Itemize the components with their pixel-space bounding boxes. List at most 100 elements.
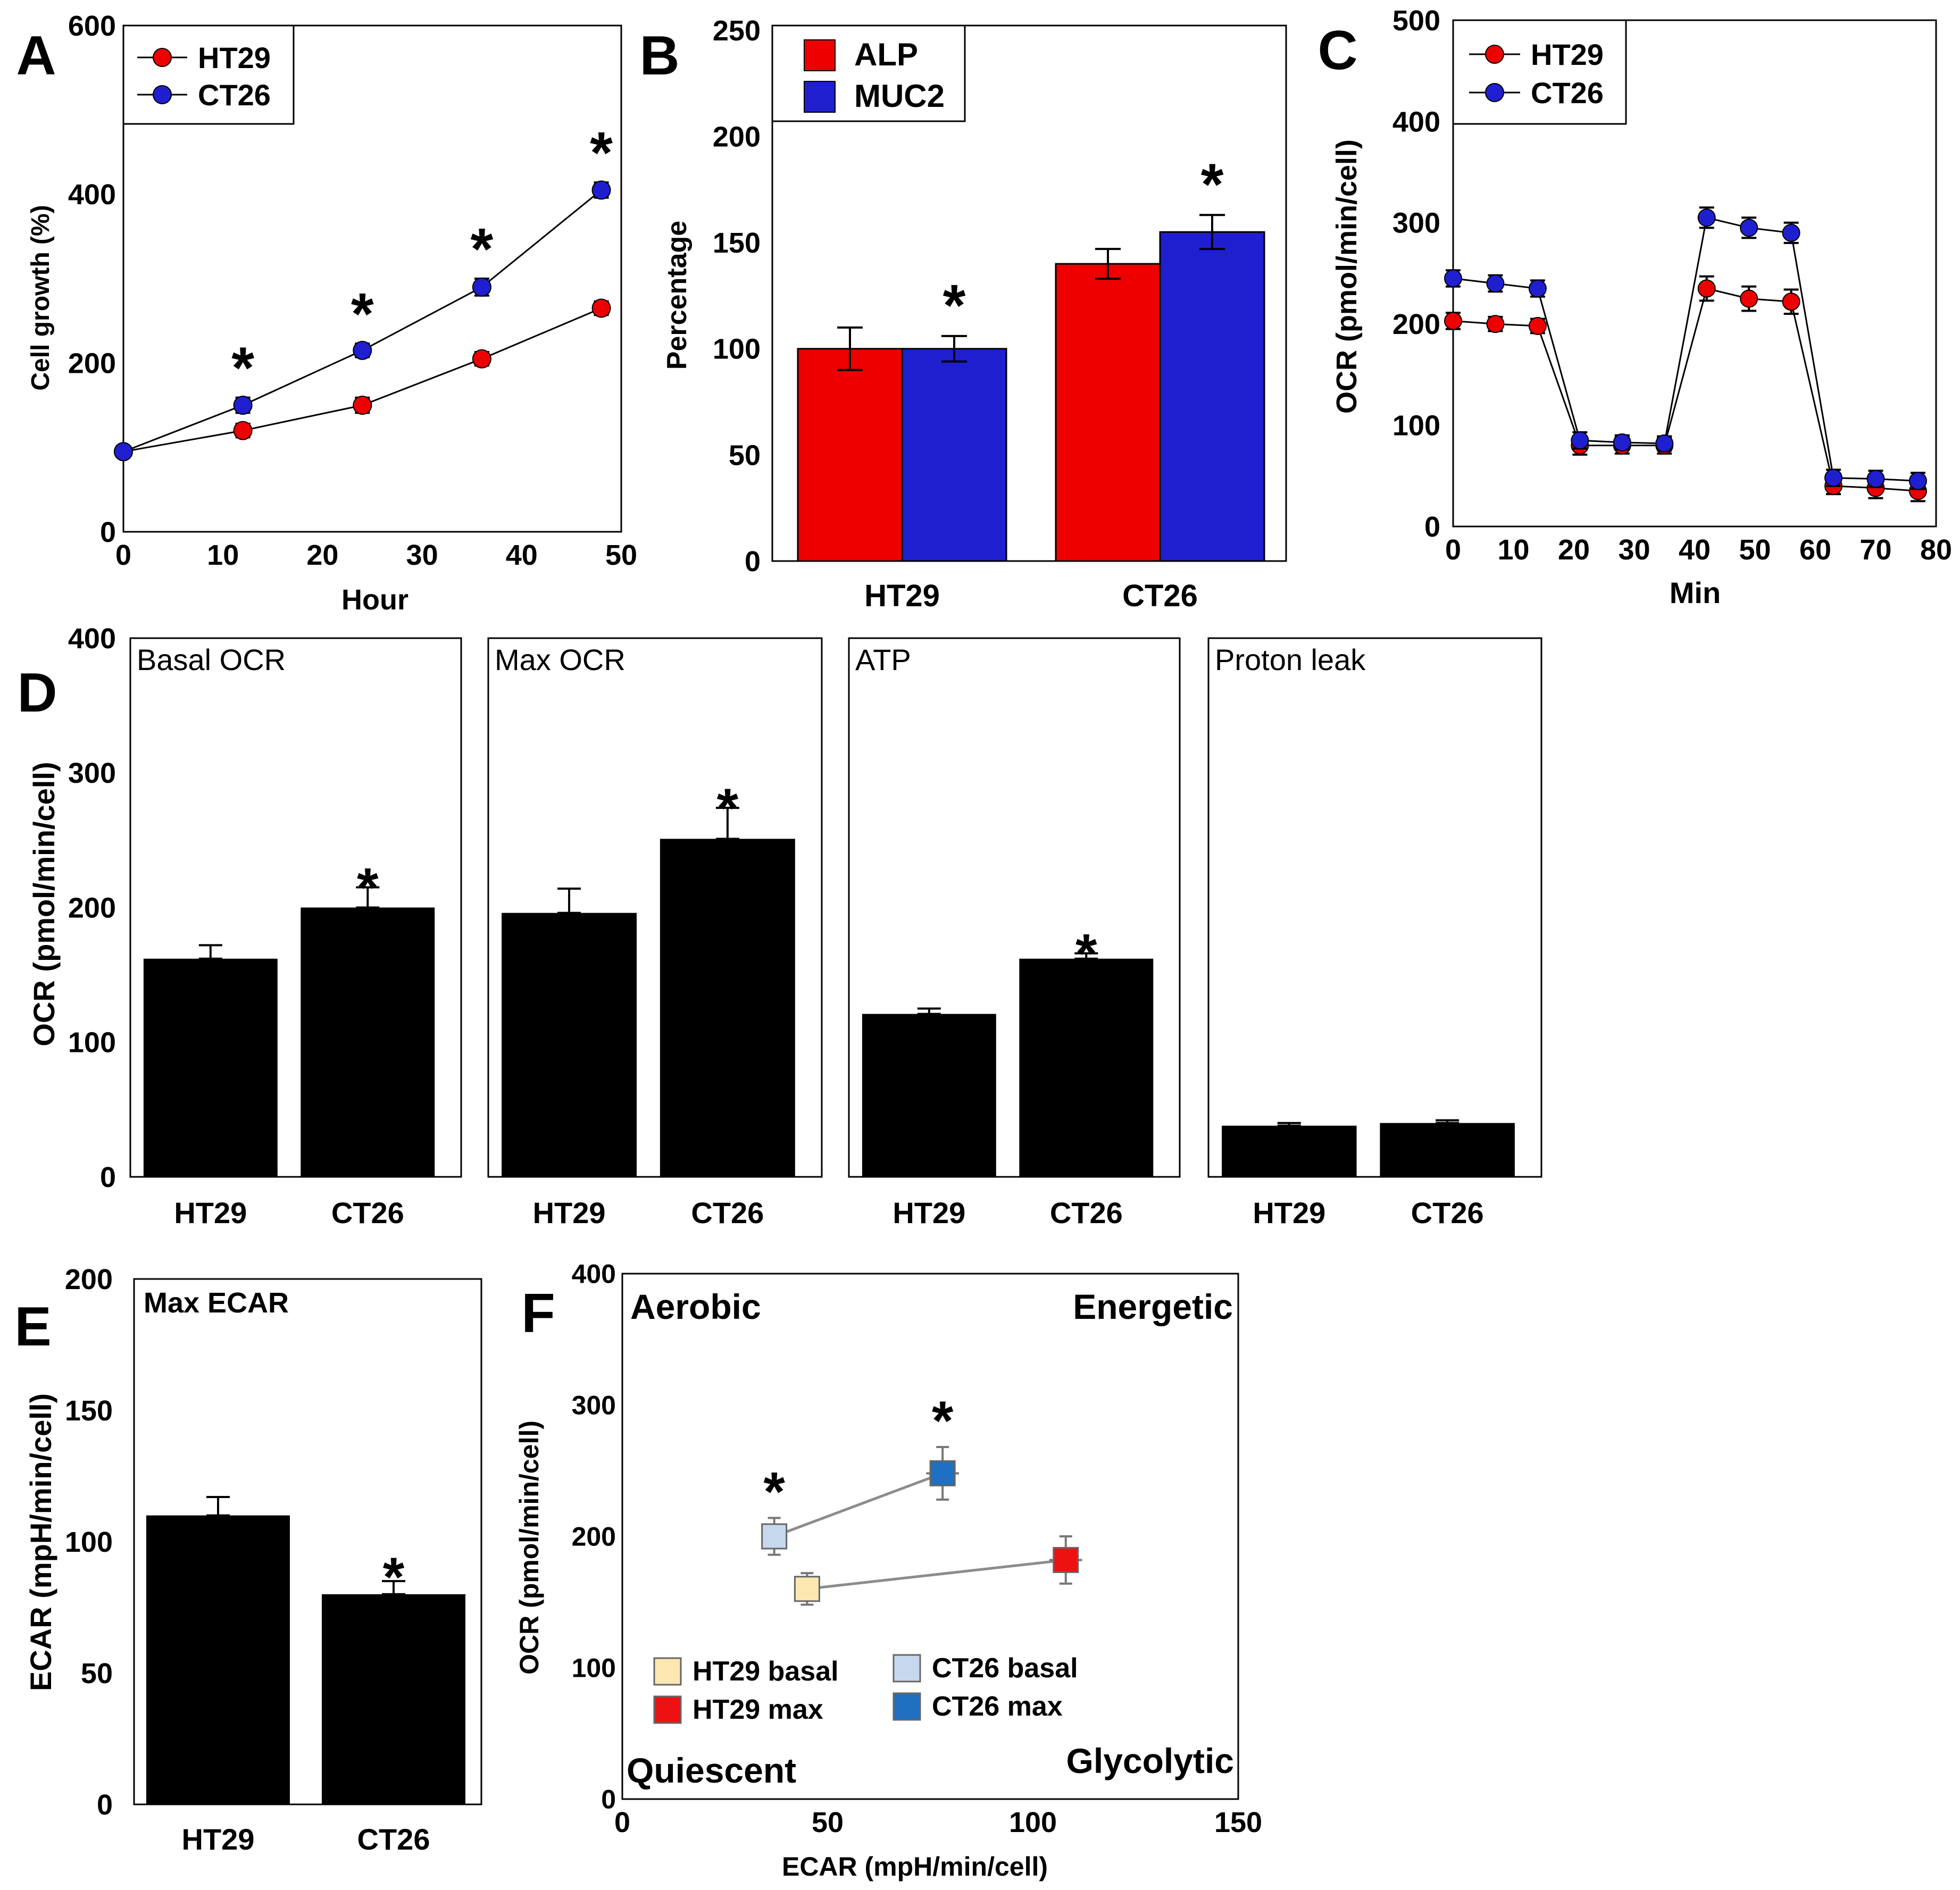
plot-frame xyxy=(133,1278,482,1805)
x-tick-label: 10 xyxy=(207,539,239,571)
x-tick-label: 150 xyxy=(1214,1807,1262,1838)
category-label: CT26 xyxy=(1122,579,1198,613)
significance-star: * xyxy=(1201,152,1224,217)
y-tick-label: 0 xyxy=(745,546,761,578)
data-point xyxy=(1444,269,1462,288)
x-tick-label: 0 xyxy=(1445,534,1461,566)
subpanel-title: Proton leak xyxy=(1215,643,1366,676)
x-tick-label: 80 xyxy=(1920,534,1952,566)
category-label: CT26 xyxy=(1050,1196,1123,1230)
y-tick-label: 0 xyxy=(1424,511,1440,543)
y-tick-label: 0 xyxy=(97,1789,113,1821)
significance-star: * xyxy=(357,857,379,919)
data-point xyxy=(472,277,491,297)
series-line-HT29 xyxy=(1453,287,1919,492)
legend-swatch xyxy=(653,1695,682,1724)
data-point xyxy=(233,421,253,440)
data-point xyxy=(353,396,372,415)
data-point xyxy=(1486,315,1505,333)
x-tick-label: 100 xyxy=(1009,1807,1057,1838)
x-tick-label: 40 xyxy=(1679,534,1711,566)
panel-label: F xyxy=(521,1283,555,1344)
x-tick-label: 50 xyxy=(1739,534,1771,566)
data-point xyxy=(233,396,253,415)
y-tick-label: 200 xyxy=(713,121,761,153)
y-tick-label: 300 xyxy=(68,757,116,789)
y-tick-label: 600 xyxy=(68,10,116,42)
quadrant-label-quiescent: Quiescent xyxy=(627,1751,796,1790)
legend-swatch xyxy=(804,81,836,113)
legend-label: HT29 xyxy=(198,41,271,74)
data-point xyxy=(1866,470,1885,488)
significance-star: * xyxy=(943,273,966,338)
bar xyxy=(1380,1123,1515,1177)
significance-star: * xyxy=(471,216,494,282)
legend-swatch xyxy=(893,1692,921,1721)
category-label: CT26 xyxy=(357,1822,430,1856)
data-point xyxy=(1053,1546,1079,1573)
panel-e: E 0 50 100 150 200 ECAR (mpH/min/cell) Max ECAR… xyxy=(14,1264,482,1856)
y-tick-label: 0 xyxy=(100,516,116,548)
data-point xyxy=(1613,433,1631,451)
y-tick-label: 200 xyxy=(68,348,116,380)
legend-label: CT26 basal xyxy=(932,1653,1078,1684)
data-point xyxy=(1740,289,1758,308)
category-label: HT29 xyxy=(182,1822,255,1856)
panel-a: A 0 200 400 600 0 10 20 30 40 50 Hour Cell growth (%… xyxy=(16,10,637,616)
category-label: CT26 xyxy=(691,1196,764,1230)
x-tick-label: 50 xyxy=(605,539,637,571)
panel-f: F 0 100 200 300 400 0 50 100 150 ECAR (mpH/min/cel… xyxy=(514,1259,1262,1882)
subpanel-frame xyxy=(487,637,823,1178)
data-point xyxy=(1824,469,1843,487)
legend-swatch xyxy=(653,1657,682,1686)
legend-box xyxy=(1452,19,1627,125)
plot-frame xyxy=(122,24,622,533)
connection-line xyxy=(773,1472,944,1538)
bar xyxy=(797,348,903,562)
legend-label: HT29 basal xyxy=(693,1656,839,1687)
series-line-CT26 xyxy=(1453,216,1919,482)
significance-star: * xyxy=(717,777,739,839)
x-tick-label: 10 xyxy=(1497,534,1529,566)
bar xyxy=(322,1594,465,1804)
y-tick-label: 200 xyxy=(572,1522,616,1552)
bar xyxy=(660,839,795,1177)
x-tick-label: 30 xyxy=(1618,534,1650,566)
y-axis-label: OCR (pmol/min/cell) xyxy=(514,1420,544,1675)
category-label: CT26 xyxy=(1411,1196,1484,1230)
y-tick-label: 500 xyxy=(1392,5,1440,37)
x-axis-label: Min xyxy=(1670,576,1721,609)
y-axis-label: OCR (pmol/min/cell) xyxy=(1331,139,1363,414)
data-point xyxy=(794,1576,820,1602)
bar xyxy=(1222,1125,1357,1177)
subpanel-title: Max ECAR xyxy=(144,1287,289,1319)
x-tick-label: 20 xyxy=(306,539,338,571)
x-tick-label: 40 xyxy=(506,539,538,571)
data-point xyxy=(1528,317,1547,336)
x-tick-label: 70 xyxy=(1859,534,1891,566)
bar xyxy=(1159,231,1265,562)
subpanel-frame xyxy=(1207,637,1542,1178)
connection-line xyxy=(807,1558,1066,1591)
bar xyxy=(143,958,278,1177)
significance-star: * xyxy=(763,1461,785,1523)
subpanel-title: Max OCR xyxy=(495,643,625,676)
category-label: HT29 xyxy=(533,1196,606,1230)
data-point xyxy=(1571,431,1589,450)
subpanel-title: Basal OCR xyxy=(137,643,286,676)
plot-frame xyxy=(771,24,1287,562)
quadrant-label-glycolytic: Glycolytic xyxy=(1066,1741,1234,1780)
data-point xyxy=(761,1523,788,1550)
category-label: CT26 xyxy=(331,1196,404,1230)
y-tick-label: 150 xyxy=(65,1395,113,1427)
subpanel-frame xyxy=(129,637,462,1178)
data-point xyxy=(1486,274,1505,293)
panel-label: C xyxy=(1317,20,1357,81)
category-label: HT29 xyxy=(893,1196,965,1230)
y-tick-label: 100 xyxy=(65,1526,113,1558)
legend-label: CT26 max xyxy=(932,1691,1063,1722)
y-tick-label: 100 xyxy=(1392,410,1440,442)
data-point xyxy=(1740,219,1758,237)
y-tick-label: 400 xyxy=(1392,106,1440,138)
